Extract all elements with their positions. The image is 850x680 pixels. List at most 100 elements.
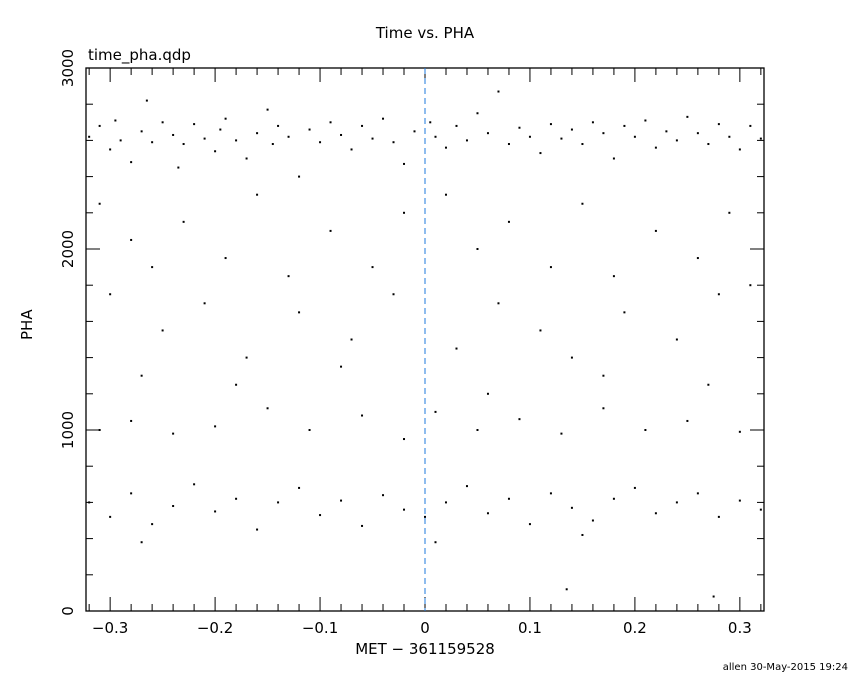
data-point: [455, 347, 458, 350]
data-point: [256, 193, 259, 196]
data-point: [271, 143, 274, 146]
data-point: [177, 166, 180, 169]
data-point: [340, 133, 343, 136]
data-point: [507, 497, 510, 500]
data-point: [298, 175, 301, 178]
y-axis-label: PHA: [18, 309, 36, 340]
data-point: [591, 121, 594, 124]
data-point: [686, 419, 689, 422]
data-point: [675, 139, 678, 142]
data-point: [486, 512, 489, 515]
data-point: [98, 429, 101, 431]
data-point: [340, 499, 343, 502]
data-point: [434, 541, 437, 544]
data-point: [759, 137, 762, 140]
data-point: [235, 383, 238, 386]
data-point: [581, 202, 584, 205]
data-point: [382, 117, 385, 120]
data-point: [329, 121, 332, 124]
data-point: [287, 275, 290, 278]
data-point: [245, 356, 248, 359]
data-point: [644, 429, 647, 431]
data-point: [444, 146, 447, 149]
data-point: [119, 139, 122, 142]
data-point: [109, 515, 112, 518]
data-point: [486, 132, 489, 135]
data-point: [140, 541, 143, 544]
data-point: [644, 119, 647, 122]
data-point: [686, 115, 689, 118]
data-point: [224, 117, 227, 120]
data-point: [497, 302, 500, 305]
data-point: [392, 141, 395, 144]
data-point: [214, 510, 217, 513]
data-point: [382, 494, 385, 497]
data-point: [581, 533, 584, 536]
data-point: [298, 311, 301, 314]
data-point: [172, 432, 175, 435]
data-point: [654, 146, 657, 149]
data-point: [361, 524, 364, 527]
data-point: [707, 383, 710, 386]
data-point: [219, 128, 222, 131]
data-point: [350, 148, 353, 151]
x-tick-label: −0.3: [92, 619, 128, 637]
data-point: [728, 135, 731, 138]
data-point: [738, 430, 741, 433]
x-tick-label: 0: [420, 619, 430, 637]
data-point: [675, 501, 678, 504]
data-point: [728, 211, 731, 214]
data-point: [235, 139, 238, 142]
data-point: [549, 266, 552, 269]
x-tick-label: 0.3: [728, 619, 752, 637]
data-point: [528, 523, 531, 526]
data-point: [717, 293, 720, 296]
y-tick-label: 1000: [59, 411, 77, 449]
data-point: [203, 302, 206, 305]
x-tick-label: 0.1: [518, 619, 542, 637]
data-point: [570, 128, 573, 131]
data-point: [539, 152, 542, 155]
data-point: [329, 229, 332, 232]
data-point: [612, 497, 615, 500]
data-point: [539, 329, 542, 332]
data-point: [266, 108, 269, 111]
data-point: [140, 374, 143, 377]
data-point: [256, 528, 259, 531]
data-point: [434, 135, 437, 138]
x-axis-label: MET − 361159528: [355, 640, 495, 658]
data-point: [182, 220, 185, 223]
data-point: [151, 266, 154, 269]
data-point: [214, 425, 217, 428]
y-tick-label: 3000: [59, 49, 77, 87]
data-point: [361, 414, 364, 417]
data-point: [549, 492, 552, 495]
data-point: [675, 338, 678, 341]
data-point: [654, 229, 657, 232]
data-point: [560, 432, 563, 435]
data-point: [319, 141, 322, 144]
data-point: [518, 126, 521, 129]
data-point: [245, 157, 248, 160]
data-point: [507, 220, 510, 223]
data-point: [707, 143, 710, 146]
data-point: [151, 523, 154, 526]
data-point: [738, 499, 741, 502]
data-point: [98, 202, 101, 205]
data-point: [602, 132, 605, 135]
data-point: [193, 483, 196, 486]
data-point: [476, 112, 479, 115]
data-point: [549, 123, 552, 126]
chart-title: Time vs. PHA: [375, 24, 475, 42]
data-point: [602, 407, 605, 410]
data-point: [696, 257, 699, 260]
data-point: [612, 275, 615, 278]
data-point: [151, 141, 154, 144]
footer-stamp: allen 30-May-2015 19:24: [722, 662, 848, 673]
data-point: [109, 293, 112, 296]
y-tick-label: 0: [59, 606, 77, 616]
data-point: [130, 238, 133, 241]
data-point: [130, 161, 133, 164]
